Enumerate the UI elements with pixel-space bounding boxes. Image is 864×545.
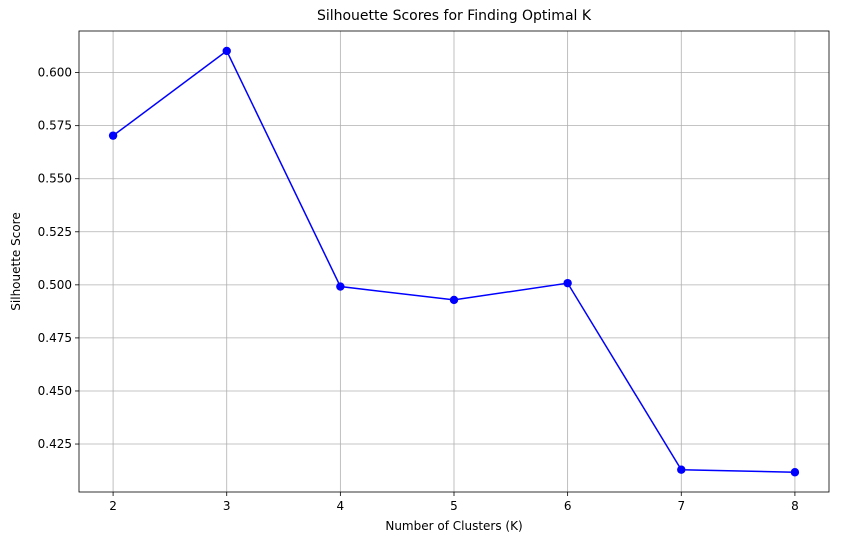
y-tick-label: 0.500 xyxy=(38,278,72,292)
x-tick-label: 8 xyxy=(791,499,799,513)
y-tick-label: 0.525 xyxy=(38,225,72,239)
chart-title: Silhouette Scores for Finding Optimal K xyxy=(317,8,592,24)
x-tick-label: 7 xyxy=(677,499,685,513)
y-axis-title: Silhouette Score xyxy=(9,212,23,310)
x-axis-title: Number of Clusters (K) xyxy=(385,519,522,533)
data-point xyxy=(563,278,572,288)
x-tick-label: 6 xyxy=(564,499,572,513)
y-tick-label: 0.600 xyxy=(38,66,72,80)
x-tick-label: 3 xyxy=(223,499,231,513)
y-tick-label: 0.575 xyxy=(38,119,72,133)
data-point xyxy=(222,46,231,56)
data-point xyxy=(677,465,686,474)
y-tick-label: 0.550 xyxy=(38,172,72,186)
grid xyxy=(79,31,829,492)
ticks: 2 3 4 5 6 7 8 0.425 0.450 0.475 0.500 0.525 0.550 0.5… xyxy=(38,66,799,513)
y-tick-label: 0.425 xyxy=(38,437,72,451)
x-tick-label: 2 xyxy=(109,499,117,513)
x-tick-label: 4 xyxy=(337,499,345,513)
data-point xyxy=(108,131,118,140)
series-layer xyxy=(108,46,800,477)
y-tick-label: 0.475 xyxy=(38,331,72,345)
x-tick-label: 5 xyxy=(450,499,458,513)
data-point xyxy=(336,282,345,291)
data-point xyxy=(790,468,800,477)
data-point xyxy=(449,295,459,305)
y-tick-label: 0.450 xyxy=(38,384,72,398)
